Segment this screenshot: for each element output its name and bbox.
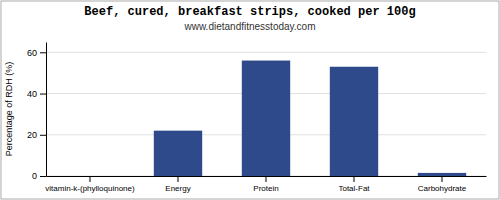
y-tick-label: 60 bbox=[27, 48, 37, 58]
title: Beef, cured, breakfast strips, cooked pe… bbox=[84, 5, 415, 19]
bar bbox=[66, 176, 114, 177]
y-tick: 0 bbox=[32, 171, 46, 181]
y-tick: 40 bbox=[27, 89, 46, 99]
grid-line bbox=[46, 52, 486, 53]
x-tick: vitamin-k-(phylloquinone) bbox=[45, 176, 135, 193]
x-tick-mark bbox=[442, 176, 443, 182]
x-axis: vitamin-k-(phylloquinone) Energy Protein To… bbox=[45, 176, 486, 193]
x-tick-label: Carbohydrate bbox=[418, 184, 467, 193]
y-tick-label: 0 bbox=[32, 171, 37, 181]
x-tick: Energy bbox=[165, 176, 190, 193]
border bbox=[1, 1, 499, 199]
y-tick-label: 40 bbox=[27, 89, 37, 99]
x-tick-mark bbox=[266, 176, 267, 182]
x-tick-mark bbox=[354, 176, 355, 182]
x-tick: Protein bbox=[253, 176, 278, 193]
x-tick-mark bbox=[178, 176, 179, 182]
plot: 0 20 40 60 vitamin-k-(phylloquinone) Energy Pr… bbox=[27, 43, 487, 193]
x-tick-label: Protein bbox=[253, 184, 278, 193]
subtitle: www.dietandfitnesstoday.com bbox=[184, 21, 316, 32]
y-tick-mark bbox=[40, 94, 46, 95]
y-axis-title: Percentage of RDH (%) bbox=[4, 62, 14, 157]
bar bbox=[154, 131, 202, 176]
x-tick-mark bbox=[90, 176, 91, 182]
grid bbox=[46, 52, 486, 176]
x-tick-label: Total-Fat bbox=[338, 184, 370, 193]
x-tick: Carbohydrate bbox=[418, 176, 467, 193]
x-tick-label: vitamin-k-(phylloquinone) bbox=[45, 184, 135, 193]
y-tick: 60 bbox=[27, 48, 46, 58]
y-tick-mark bbox=[40, 135, 46, 136]
y-axis: 0 20 40 60 bbox=[27, 43, 47, 182]
bars bbox=[154, 61, 466, 176]
y-tick-mark bbox=[40, 52, 46, 53]
y-tick-mark bbox=[40, 176, 46, 177]
chart: Beef, cured, breakfast strips, cooked pe… bbox=[0, 0, 500, 200]
bar bbox=[330, 67, 378, 176]
y-tick: 20 bbox=[27, 130, 46, 140]
x-tick: Total-Fat bbox=[338, 176, 370, 193]
y-tick-label: 20 bbox=[27, 130, 37, 140]
y-axis-line bbox=[46, 43, 47, 177]
x-tick-label: Energy bbox=[165, 184, 190, 193]
bar bbox=[418, 173, 466, 176]
bar bbox=[242, 61, 290, 176]
